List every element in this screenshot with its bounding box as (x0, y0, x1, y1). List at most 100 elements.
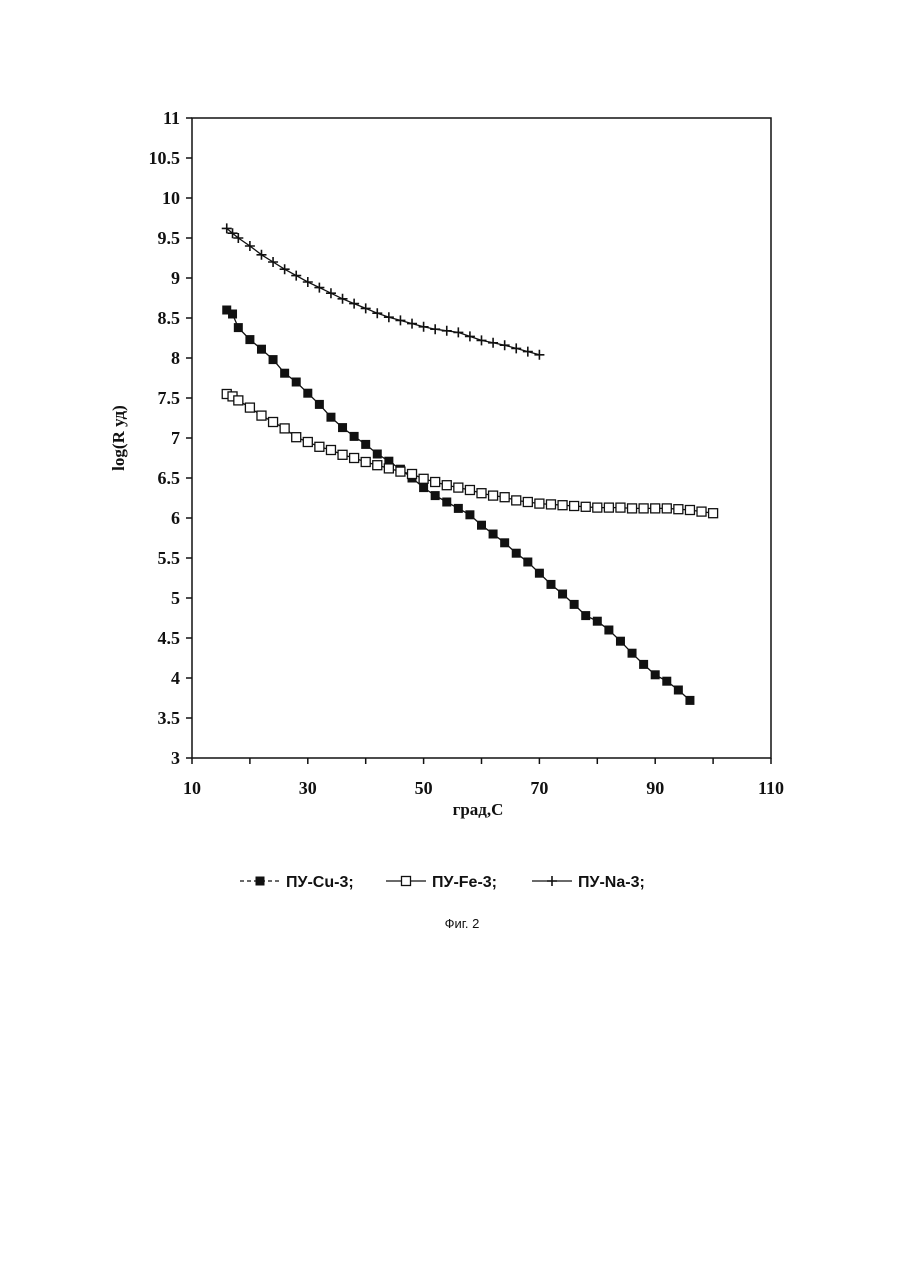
series-2 (222, 390, 717, 518)
data-point (303, 438, 312, 447)
data-point (419, 483, 428, 492)
data-point (639, 504, 648, 513)
data-point (442, 326, 452, 336)
data-point (488, 338, 498, 348)
legend-label: ПУ-Fe-3; (432, 874, 497, 891)
data-point (593, 617, 602, 626)
data-point (361, 303, 371, 313)
x-tick-label: 110 (758, 778, 784, 798)
data-point (523, 498, 532, 507)
data-point (373, 461, 382, 470)
y-tick-label: 7.5 (158, 388, 181, 408)
x-tick-label: 30 (299, 778, 317, 798)
data-point (361, 440, 370, 449)
legend-item: ПУ-Cu-3; (240, 874, 354, 891)
data-point (523, 558, 532, 567)
legend-label: ПУ-Na-3; (578, 874, 645, 891)
data-point (651, 670, 660, 679)
data-point (558, 501, 567, 510)
data-point (662, 677, 671, 686)
series-line (227, 394, 713, 513)
data-point (674, 686, 683, 695)
y-tick-label: 6 (171, 508, 180, 528)
data-point (245, 403, 254, 412)
data-point (489, 491, 498, 500)
data-point (384, 464, 393, 473)
data-point (408, 470, 417, 479)
data-point (465, 331, 475, 341)
data-point (477, 335, 487, 345)
data-point (292, 378, 301, 387)
y-tick-label: 5.5 (158, 548, 181, 568)
data-point (500, 538, 509, 547)
y-tick-label: 4 (171, 668, 180, 688)
x-tick-label: 10 (183, 778, 201, 798)
legend-item: ПУ-Na-3; (532, 874, 645, 891)
data-point (535, 499, 544, 508)
plot-area (192, 118, 771, 758)
y-axis-label: log(R уд) (109, 405, 128, 471)
y-tick-label: 3.5 (158, 708, 181, 728)
data-point (245, 241, 255, 251)
data-point (350, 454, 359, 463)
legend-marker (256, 877, 265, 886)
legend: ПУ-Cu-3; ПУ-Fe-3; ПУ-Na-3; (240, 874, 645, 891)
y-tick-label: 11 (163, 108, 180, 128)
data-point (465, 510, 474, 519)
data-point (616, 503, 625, 512)
data-point (269, 418, 278, 427)
data-point (234, 323, 243, 332)
data-point (500, 340, 510, 350)
figure-caption: Фиг. 2 (445, 916, 480, 931)
legend-item: ПУ-Fe-3; (386, 874, 497, 891)
data-point (570, 502, 579, 511)
data-point (523, 347, 533, 357)
data-point (256, 250, 266, 260)
data-point (685, 696, 694, 705)
data-point (372, 308, 382, 318)
data-point (500, 493, 509, 502)
data-point (384, 312, 394, 322)
data-point (228, 310, 237, 319)
data-point (338, 423, 347, 432)
data-point (604, 503, 613, 512)
data-point (662, 504, 671, 513)
data-point (628, 504, 637, 513)
data-point (489, 530, 498, 539)
data-point (257, 411, 266, 420)
data-point (442, 481, 451, 490)
y-tick-label: 7 (171, 428, 180, 448)
data-point (431, 491, 440, 500)
data-point (651, 504, 660, 513)
data-point (419, 322, 429, 332)
data-point (570, 600, 579, 609)
data-point (581, 502, 590, 511)
data-point (234, 396, 243, 405)
data-point (395, 315, 405, 325)
data-point (465, 486, 474, 495)
data-point (326, 413, 335, 422)
data-point (511, 343, 521, 353)
y-tick-label: 8.5 (158, 308, 181, 328)
data-point (628, 649, 637, 658)
data-point (604, 626, 613, 635)
data-point (303, 389, 312, 398)
data-point (338, 450, 347, 459)
data-point (546, 500, 555, 509)
data-point (442, 498, 451, 507)
data-point (419, 474, 428, 483)
y-tick-label: 6.5 (158, 468, 181, 488)
y-tick-label: 10.5 (149, 148, 181, 168)
data-point (269, 355, 278, 364)
x-tick-label: 70 (530, 778, 548, 798)
data-point (477, 489, 486, 498)
data-point (407, 319, 417, 329)
data-point (326, 446, 335, 455)
legend-marker (547, 876, 557, 886)
data-point (477, 521, 486, 530)
series-layer (222, 223, 718, 705)
data-point (373, 450, 382, 459)
data-point (534, 350, 544, 360)
data-point (280, 369, 289, 378)
